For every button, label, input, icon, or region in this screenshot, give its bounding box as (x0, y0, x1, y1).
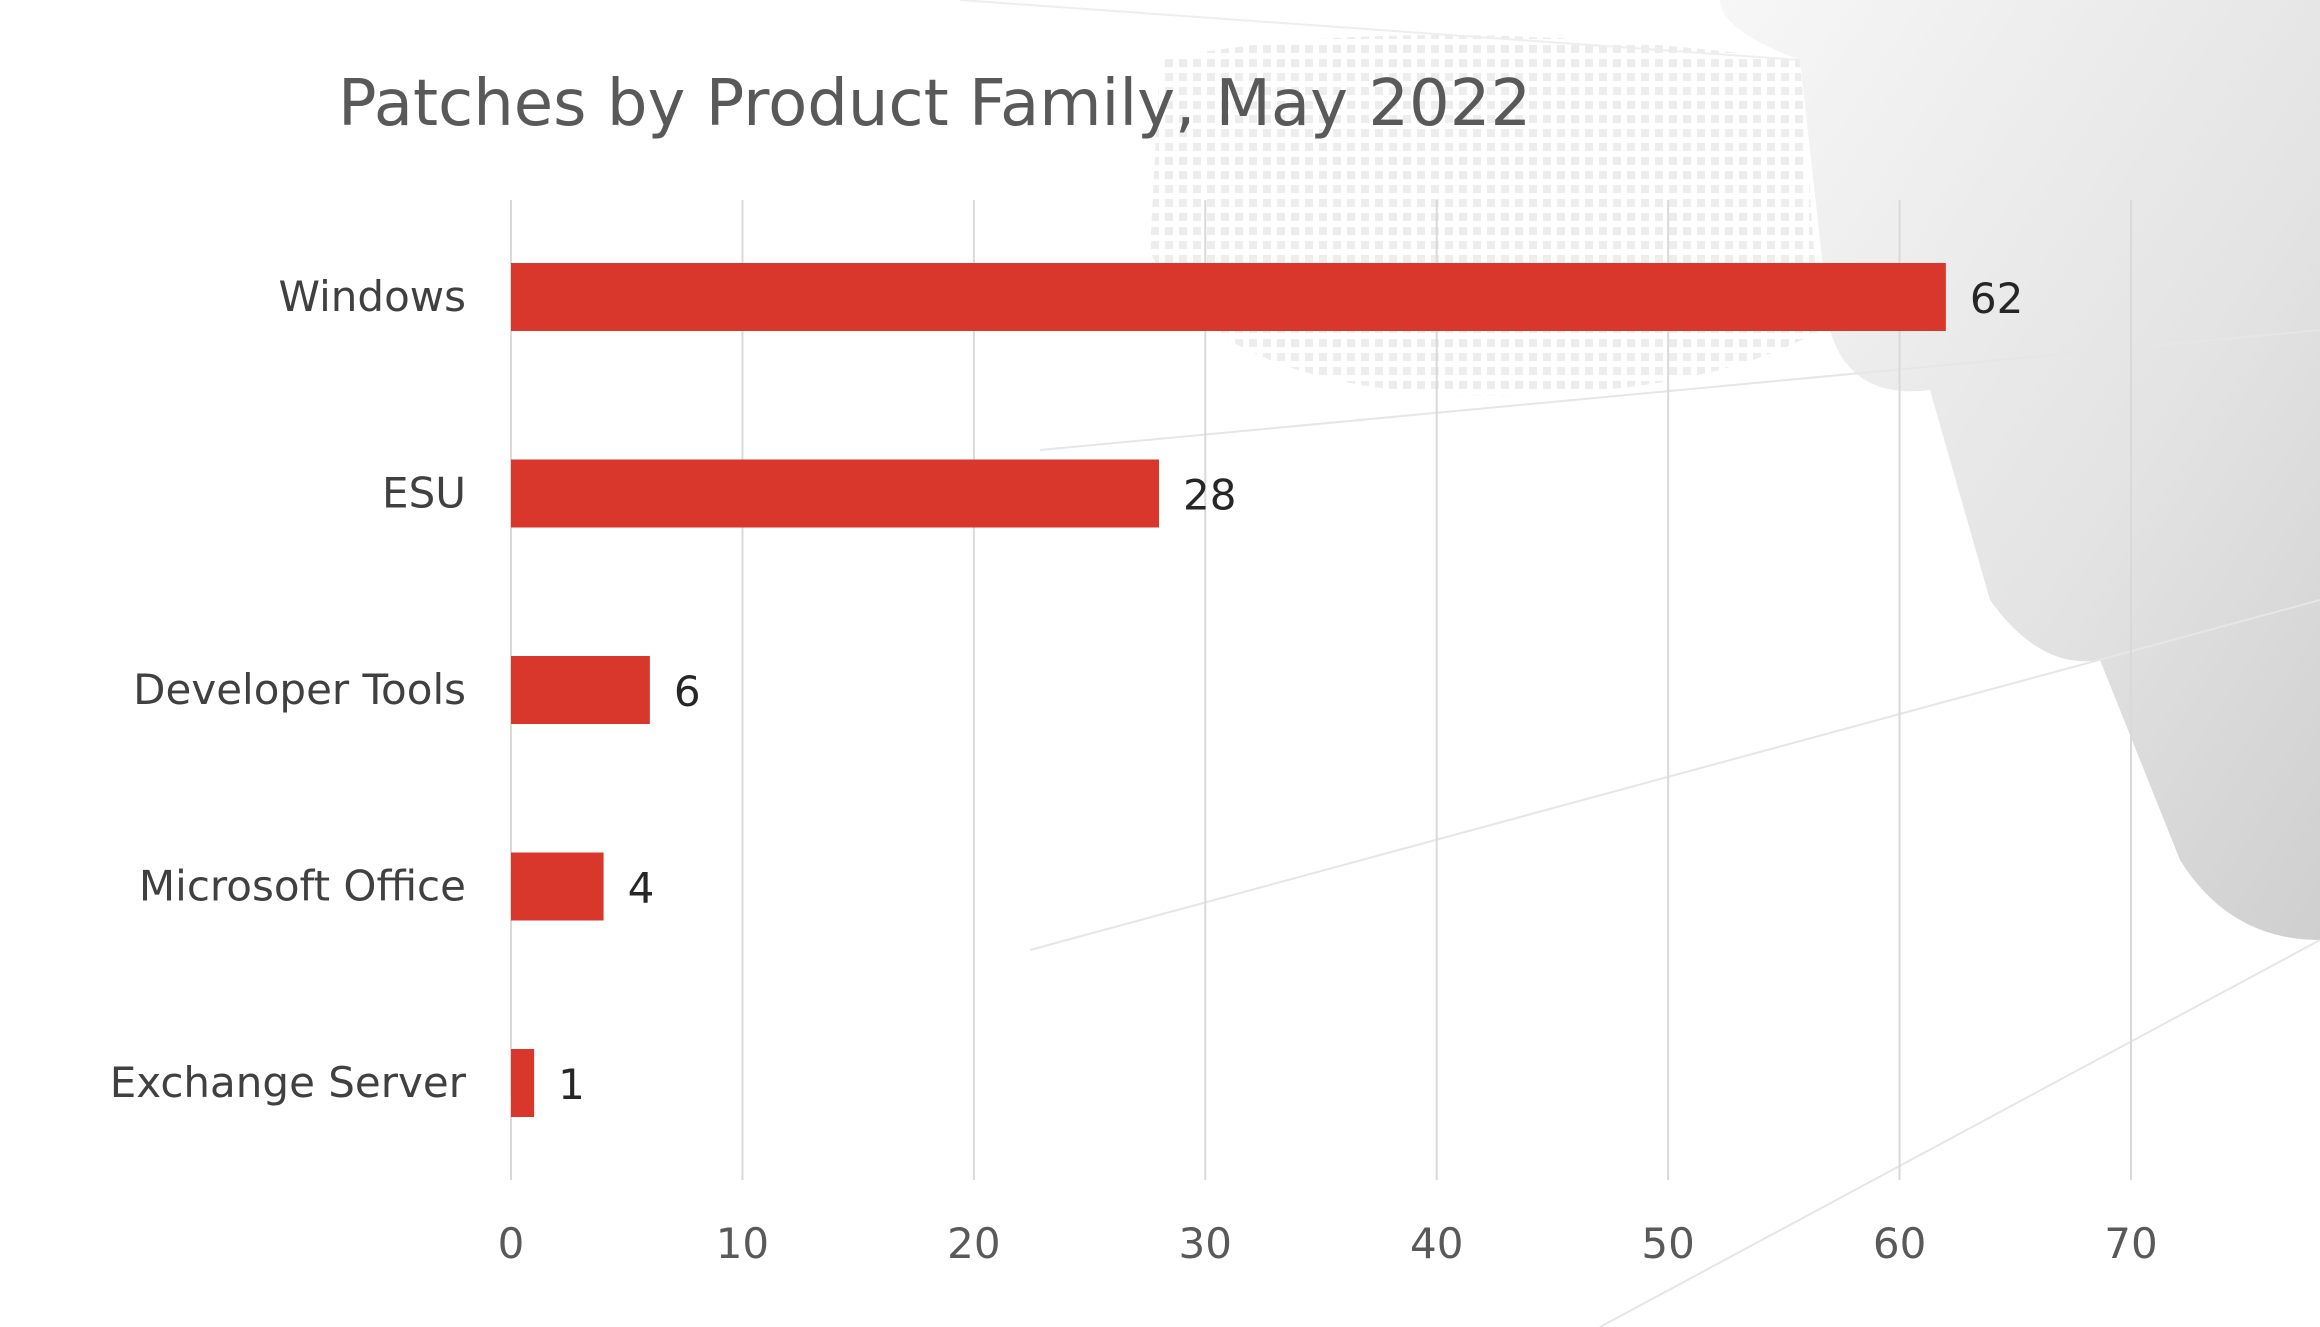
data-label: 28 (1183, 471, 1236, 520)
bar (511, 852, 604, 921)
background-decoration (959, 0, 2320, 1327)
category-label: Exchange Server (110, 1058, 467, 1107)
data-label: 62 (1970, 274, 2023, 323)
data-label: 6 (674, 667, 701, 716)
category-label: Microsoft Office (139, 862, 466, 911)
x-axis-ticks: 0 10 20 30 40 50 60 70 (498, 1219, 2158, 1268)
x-tick-label: 70 (2104, 1219, 2157, 1268)
chart-title: Patches by Product Family, May 2022 (338, 67, 1531, 141)
data-label: 1 (558, 1060, 585, 1109)
x-tick-label: 10 (716, 1219, 769, 1268)
category-label: Developer Tools (133, 665, 466, 714)
gridlines (510, 200, 2132, 1180)
x-tick-label: 40 (1410, 1219, 1463, 1268)
data-labels: 62 28 6 4 1 (558, 274, 2023, 1109)
x-tick-label: 30 (1179, 1219, 1232, 1268)
x-tick-label: 20 (947, 1219, 1000, 1268)
x-tick-label: 50 (1641, 1219, 1694, 1268)
bar (511, 263, 1946, 331)
bar (511, 656, 650, 724)
bars (511, 263, 1946, 1117)
data-label: 4 (628, 864, 655, 913)
bar (511, 1049, 535, 1117)
bar (511, 459, 1159, 528)
category-labels: Windows ESU Developer Tools Microsoft Offic… (110, 272, 467, 1107)
category-label: Windows (279, 272, 466, 321)
x-tick-label: 0 (498, 1219, 525, 1268)
x-tick-label: 60 (1873, 1219, 1926, 1268)
category-label: ESU (382, 469, 466, 518)
